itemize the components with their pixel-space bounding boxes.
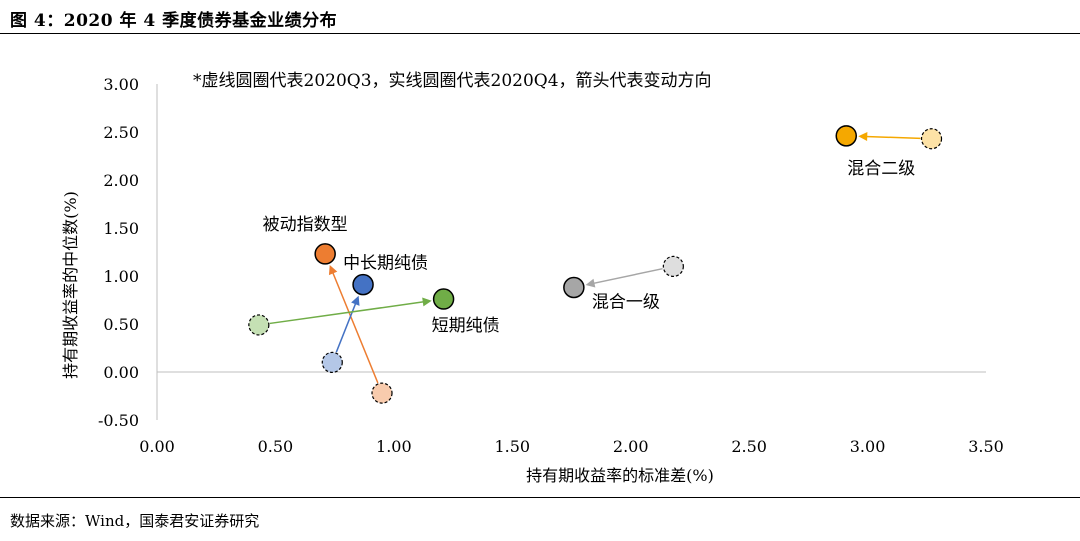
q4-point: [835, 125, 858, 147]
figure-title: 图 4：2020 年 4 季度债券基金业绩分布: [10, 11, 338, 31]
x-tick-labels: 0.00 0.50 1.00 1.50 2.00 2.50 3.00 3.50: [139, 437, 1004, 456]
y-tick-label: 1.00: [103, 267, 139, 286]
x-tick-label: 2.00: [613, 437, 649, 456]
y-tick-label: 2.50: [103, 123, 139, 142]
bottom-rule: [0, 497, 1080, 498]
arrow-head: [858, 132, 868, 142]
arrow-head: [328, 265, 338, 276]
series-label: 被动指数型: [263, 215, 348, 235]
y-tick-label: 1.50: [103, 219, 139, 238]
series-label: 混合一级: [592, 293, 660, 313]
direction-arrow: [335, 302, 357, 353]
y-tick-label: -0.50: [98, 411, 139, 430]
q3-point: [920, 128, 943, 150]
q4-point: [352, 273, 374, 296]
arrow-head: [585, 278, 596, 288]
x-tick-label: 1.00: [376, 437, 412, 456]
q3-point: [248, 314, 270, 336]
top-rule: [0, 33, 1080, 34]
x-tick-label: 0.00: [139, 437, 175, 456]
chart-annotation: *虚线圆圈代表2020Q3，实线圆圈代表2020Q4，箭头代表变动方向: [193, 71, 712, 91]
series-label: 混合二级: [847, 159, 915, 179]
x-tick-label: 2.50: [731, 437, 767, 456]
y-tick-label: 3.00: [103, 75, 139, 94]
x-tick-label: 3.00: [850, 437, 886, 456]
direction-arrow: [592, 267, 663, 285]
direction-arrow: [269, 300, 425, 325]
q4-point: [314, 243, 336, 265]
y-axis-label: 持有期收益率的中位数(%): [61, 191, 80, 379]
q3-point: [371, 382, 393, 404]
direction-arrow: [331, 271, 379, 384]
series-label: 短期纯债: [432, 316, 500, 336]
direction-arrow: [865, 135, 921, 140]
series-label: 中长期纯债: [343, 254, 428, 274]
q4-point: [563, 276, 585, 299]
q3-point: [321, 351, 343, 373]
source-note: 数据来源：Wind，国泰君安证券研究: [10, 512, 260, 530]
arrow-head: [422, 297, 432, 307]
q3-point: [662, 255, 684, 277]
y-tick-label: 2.00: [103, 171, 139, 190]
x-axis-label: 持有期收益率的标准差(%): [526, 466, 714, 485]
q4-point: [432, 288, 455, 310]
y-tick-label: 0.50: [103, 315, 139, 334]
y-tick-label: 0.00: [103, 363, 139, 382]
arrow-head: [351, 295, 360, 306]
x-tick-label: 3.50: [968, 437, 1004, 456]
x-tick-label: 1.50: [494, 437, 530, 456]
x-tick-label: 0.50: [258, 437, 294, 456]
y-tick-labels: 3.00 2.50 2.00 1.50 1.00 0.50 0.00 -0.50: [98, 75, 139, 430]
